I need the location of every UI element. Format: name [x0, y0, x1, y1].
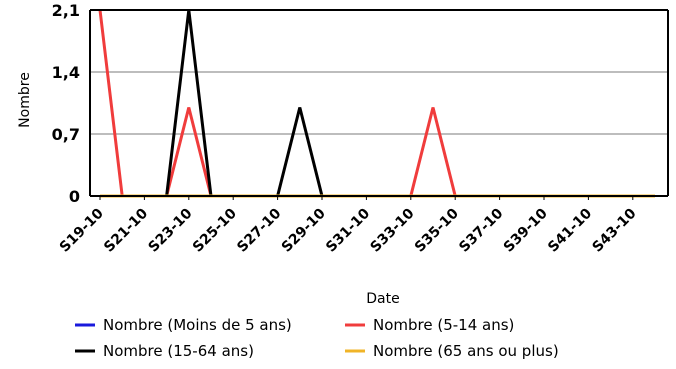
legend-label: Nombre (65 ans ou plus) — [373, 342, 559, 360]
x-tick-label: S39-10 — [501, 205, 551, 255]
x-tick-label: S21-10 — [101, 205, 151, 255]
x-tick-label: S37-10 — [456, 205, 506, 255]
x-tick-label: S43-10 — [590, 205, 640, 255]
y-axis-title: Nombre — [17, 72, 33, 128]
x-tick-label: S19-10 — [57, 205, 107, 255]
grid-lines — [90, 71, 668, 135]
legend-label: Nombre (5-14 ans) — [373, 316, 514, 334]
x-tick-label: S35-10 — [412, 205, 462, 255]
x-tick-label: S29-10 — [279, 205, 329, 255]
x-axis-ticks: S19-10S21-10S23-10S25-10S27-10S29-10S31-… — [57, 196, 640, 256]
y-tick-label: 0 — [69, 187, 80, 206]
legend: Nombre (Moins de 5 ans) Nombre (5-14 ans)… — [75, 316, 559, 360]
series-line-nombre-5-14-ans — [98, 9, 655, 198]
y-tick-label: 1,4 — [52, 63, 80, 82]
x-axis-title: Date — [366, 291, 399, 307]
x-tick-label: S23-10 — [146, 205, 196, 255]
x-tick-label: S33-10 — [368, 205, 418, 255]
x-tick-label: S41-10 — [545, 205, 595, 255]
y-tick-label: 2,1 — [52, 1, 80, 20]
legend-label: Nombre (Moins de 5 ans) — [103, 316, 292, 334]
y-tick-label: 0,7 — [52, 125, 80, 144]
y-axis-ticks: 0 0,7 1,4 2,1 — [52, 1, 80, 206]
x-tick-label: S25-10 — [190, 205, 240, 255]
x-tick-label: S27-10 — [234, 205, 284, 255]
series-line-nombre-15-64-ans — [100, 9, 655, 198]
legend-label: Nombre (15-64 ans) — [103, 342, 254, 360]
series-lines — [98, 9, 655, 198]
axes — [89, 9, 669, 197]
x-tick-label: S31-10 — [323, 205, 373, 255]
